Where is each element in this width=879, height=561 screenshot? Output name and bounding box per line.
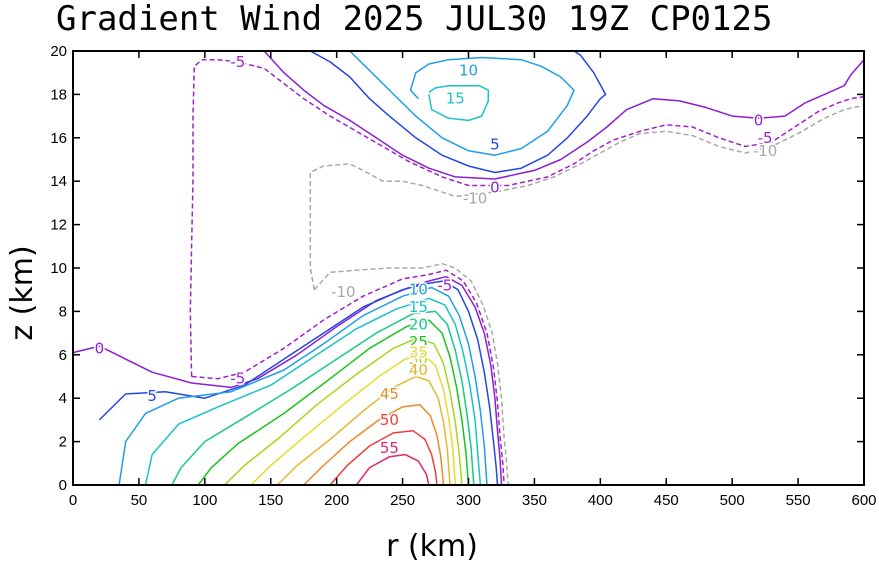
contour-label-18: 5 xyxy=(490,135,500,153)
contour-label-3: -10 xyxy=(331,283,356,301)
contour-line-16 xyxy=(309,50,607,174)
y-tick-label-10: 20 xyxy=(50,43,67,60)
y-tick-label-0: 0 xyxy=(59,477,67,494)
contour-label-7: 20 xyxy=(409,315,428,333)
contour-label-13: 50 xyxy=(380,411,399,429)
x-tick-label-5: 250 xyxy=(390,492,415,509)
contour-label-14: 55 xyxy=(380,439,399,457)
contour-line-5 xyxy=(197,319,470,486)
y-axis-label: z (km) xyxy=(5,245,40,340)
contour-line-4 xyxy=(171,310,475,486)
y-tick-label-2: 4 xyxy=(59,390,67,407)
x-tick-label-10: 500 xyxy=(720,492,745,509)
x-tick-label-8: 400 xyxy=(588,492,613,509)
contour-line-19 xyxy=(309,104,865,290)
contour-line-14 xyxy=(189,58,865,377)
contour-label-10: 35 xyxy=(409,344,428,362)
contour-line-9 xyxy=(303,403,445,486)
contour-label-16: 10 xyxy=(459,62,478,80)
contour-label-15: -5 xyxy=(230,53,245,71)
x-tick-label-4: 200 xyxy=(324,492,349,509)
x-tick-label-11: 550 xyxy=(786,492,811,509)
contour-label-1: 5 xyxy=(147,387,157,405)
contour-line-13 xyxy=(313,262,509,486)
contour-lines xyxy=(72,50,865,486)
y-tick-label-1: 2 xyxy=(59,434,67,451)
contour-label-0: 0 xyxy=(95,339,105,357)
contour-line-15 xyxy=(263,50,865,180)
contour-line-8 xyxy=(276,375,451,486)
x-tick-label-9: 450 xyxy=(654,492,679,509)
contour-label-23: -10 xyxy=(753,142,778,160)
x-tick-label-2: 100 xyxy=(192,492,217,509)
y-tick-label-6: 12 xyxy=(50,217,67,234)
y-tick-label-9: 18 xyxy=(50,86,67,103)
contour-line-12 xyxy=(191,269,505,486)
contour-line-3 xyxy=(144,297,482,486)
contour-line-1 xyxy=(98,280,499,486)
contour-line-10 xyxy=(329,430,438,486)
x-tick-label-1: 50 xyxy=(131,492,148,509)
y-tick-label-3: 6 xyxy=(59,347,67,364)
contour-label-2: -5 xyxy=(230,370,245,388)
x-tick-label-0: 0 xyxy=(69,492,77,509)
contour-label-11: 40 xyxy=(409,361,428,379)
y-tick-label-5: 10 xyxy=(50,260,67,277)
contour-label-6: 15 xyxy=(409,298,428,316)
y-axis-ticks: 0 2 4 6 8 10 12 14 16 18 20 xyxy=(50,43,864,494)
contour-label-17: 15 xyxy=(446,90,465,108)
contour-line-17 xyxy=(349,50,575,156)
x-axis-label: r (km) xyxy=(386,529,478,561)
x-tick-label-7: 350 xyxy=(522,492,547,509)
x-tick-label-12: 600 xyxy=(851,492,876,509)
contour-label-20: -10 xyxy=(463,190,488,208)
y-tick-label-7: 14 xyxy=(50,173,67,190)
contour-label-5: 10 xyxy=(409,281,428,299)
contour-label-22: -5 xyxy=(758,129,773,147)
x-tick-label-6: 300 xyxy=(456,492,481,509)
contour-line-0 xyxy=(72,275,503,486)
y-tick-label-4: 8 xyxy=(59,303,67,320)
contour-line-18 xyxy=(428,84,490,122)
contour-label-19: 0 xyxy=(490,179,500,197)
y-tick-label-8: 16 xyxy=(50,130,67,147)
contour-label-8: 25 xyxy=(409,333,428,351)
contour-line-2 xyxy=(118,286,488,486)
x-axis-ticks: 0 50 100 150 200 250 300 350 400 450 500 550 600 xyxy=(69,51,877,509)
contour-line-7 xyxy=(250,354,457,486)
chart-title: Gradient Wind 2025 JUL30 19Z CP0125 xyxy=(56,0,772,39)
contour-label-4: -5 xyxy=(437,276,452,294)
contour-label-12: 45 xyxy=(380,385,399,403)
contour-label-21: 0 xyxy=(754,111,764,129)
x-tick-label-3: 150 xyxy=(258,492,283,509)
contour-label-9: 30 xyxy=(409,350,428,368)
contour-line-6 xyxy=(224,336,463,486)
contour-line-11 xyxy=(355,453,430,486)
